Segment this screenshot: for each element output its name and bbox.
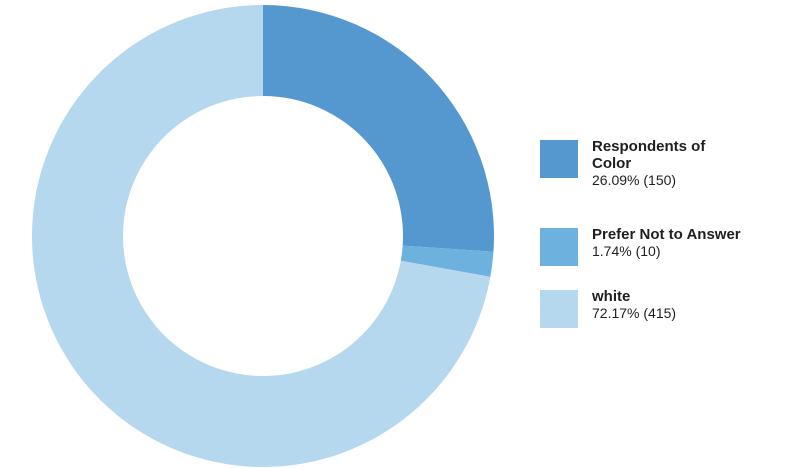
legend-label: white (592, 288, 631, 305)
legend-value: 26.09% (150) (592, 172, 677, 188)
legend-text: Respondents of Color 26.09% (150) (592, 138, 800, 188)
legend-label: Prefer Not to Answer (592, 226, 741, 243)
legend-value: 1.74% (10) (592, 243, 661, 259)
legend-swatch-prefer-not-to-answer (540, 228, 578, 266)
legend-swatch-respondents-of-color (540, 140, 578, 178)
legend-text: white 72.17% (415) (592, 288, 800, 321)
pie-slice-respondents-of-color (263, 5, 494, 252)
pie-slice-white (31, 5, 491, 467)
legend-swatch-white (540, 290, 578, 328)
legend-label: Respondents of Color (592, 138, 706, 172)
pie-slice-prefer-not-to-answer (400, 245, 494, 277)
legend-value: 72.17% (415) (592, 305, 677, 321)
legend-text: Prefer Not to Answer 1.74% (10) (592, 226, 800, 259)
